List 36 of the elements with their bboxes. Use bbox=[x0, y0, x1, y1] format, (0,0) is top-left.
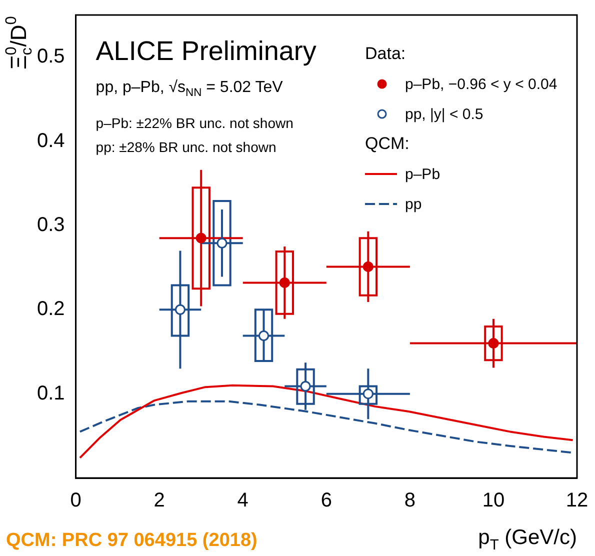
x-tick-label: 12 bbox=[566, 490, 588, 512]
annotation: Data: bbox=[365, 44, 406, 63]
bar bbox=[358, 385, 378, 405]
point bbox=[174, 304, 186, 315]
y-tick-label: 0.1 bbox=[36, 382, 65, 404]
legend-label: pp, |y| < 0.5 bbox=[405, 106, 484, 123]
bar bbox=[296, 368, 315, 405]
x-tick-label: 10 bbox=[482, 490, 505, 512]
bar bbox=[170, 284, 190, 337]
bar bbox=[484, 325, 503, 362]
x-tick-label: 0 bbox=[70, 490, 82, 512]
annotation: QCM: bbox=[365, 134, 410, 153]
bar bbox=[192, 186, 210, 290]
x-tick-label: 8 bbox=[404, 490, 416, 512]
y-axis-title: Ξc0/D0 bbox=[3, 16, 36, 70]
text: QCM: PRC 97 064915 (2018) bbox=[6, 530, 258, 551]
legend-label: p–Pb bbox=[405, 166, 440, 183]
x-tick-label: 2 bbox=[154, 490, 165, 512]
point bbox=[279, 277, 290, 288]
annotation: pp: ±28% BR unc. not shown bbox=[96, 139, 276, 155]
point bbox=[216, 238, 228, 248]
y-tick-label: 0.2 bbox=[36, 298, 65, 320]
legend-label: p–Pb, −0.96 < y < 0.04 bbox=[405, 76, 558, 93]
text: ALICE Preliminary bbox=[96, 36, 317, 66]
x-tick-label: 4 bbox=[237, 490, 248, 512]
y-tick-label: 0.5 bbox=[36, 46, 65, 68]
point bbox=[362, 261, 374, 272]
x-tick-label: 6 bbox=[320, 490, 332, 512]
bar bbox=[358, 237, 378, 296]
y-tick-label: 0.4 bbox=[36, 130, 65, 152]
point bbox=[196, 232, 206, 244]
annotation: p–Pb: ±22% BR unc. not shown bbox=[96, 115, 294, 131]
bar bbox=[275, 250, 294, 315]
point bbox=[258, 330, 269, 341]
y-tick-label: 0.3 bbox=[36, 214, 65, 236]
legend-label: pp bbox=[405, 196, 422, 213]
